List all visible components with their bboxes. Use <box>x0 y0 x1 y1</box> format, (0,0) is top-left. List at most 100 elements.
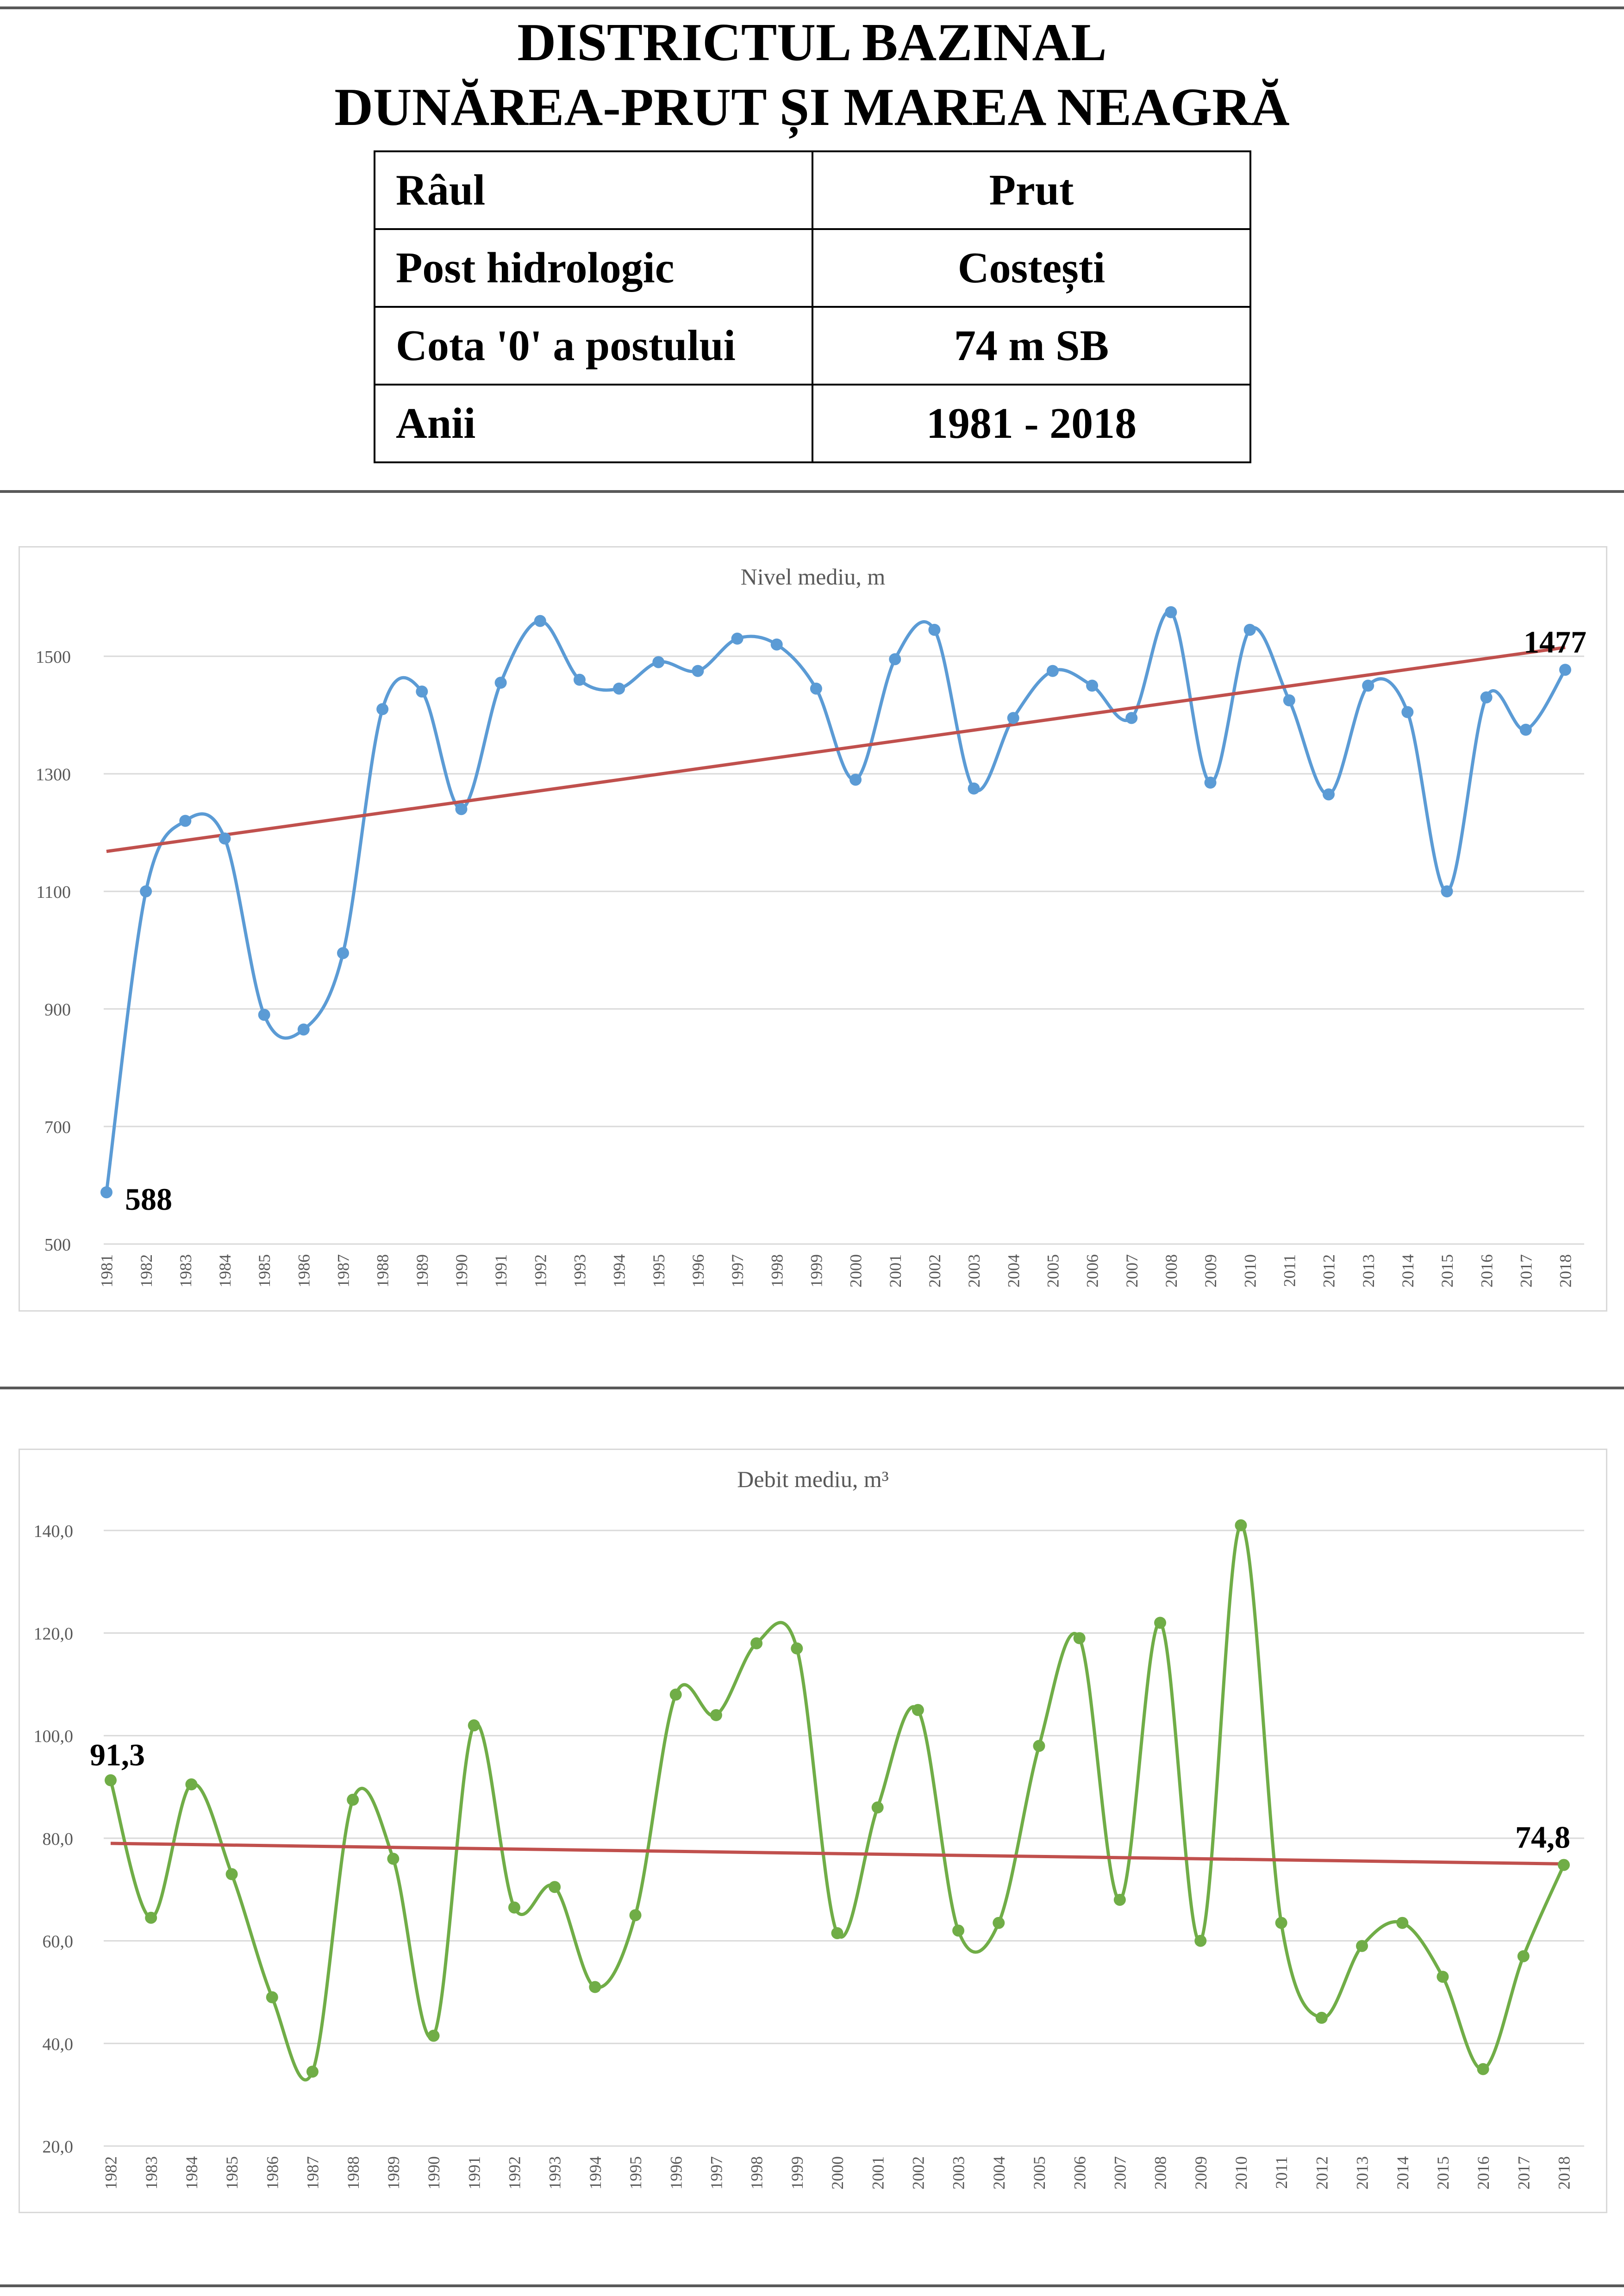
level-x-tick-label: 1998 <box>768 1254 786 1288</box>
level-y-tick-label: 1100 <box>36 883 71 902</box>
level-data-point-2015 <box>1441 885 1453 897</box>
discharge-x-tick-label: 2006 <box>1070 2156 1089 2190</box>
section-divider-2 <box>0 1387 1624 1389</box>
level-chart-title: Nivel mediu, m <box>741 564 886 590</box>
discharge-data-point-2018 <box>1558 1859 1570 1871</box>
level-data-point-1993 <box>573 673 586 686</box>
discharge-data-point-2016 <box>1477 2063 1489 2075</box>
level-x-tick-label: 1999 <box>807 1254 826 1288</box>
info-value-years: 1981 - 2018 <box>812 384 1251 463</box>
discharge-x-tick-label: 1986 <box>263 2156 281 2190</box>
level-data-point-1988 <box>376 703 389 716</box>
level-y-tick-label: 700 <box>44 1118 71 1137</box>
level-data-point-2011 <box>1283 694 1295 707</box>
level-x-tick-label: 2018 <box>1556 1254 1575 1288</box>
level-data-point-1994 <box>613 682 625 695</box>
discharge-data-point-2015 <box>1437 1971 1449 1983</box>
station-info-table: Râul Prut Post hidrologic Costești Cota … <box>374 150 1251 463</box>
level-x-tick-label: 2011 <box>1280 1254 1299 1287</box>
discharge-x-tick-label: 2001 <box>868 2156 887 2190</box>
level-data-point-2010 <box>1243 623 1256 636</box>
level-data-point-1989 <box>416 685 428 698</box>
level-x-tick-label: 1996 <box>689 1254 707 1288</box>
discharge-data-point-1985 <box>225 1868 238 1880</box>
discharge-data-point-1986 <box>266 1991 278 2004</box>
discharge-data-point-1988 <box>347 1793 359 1806</box>
level-data-point-2014 <box>1401 706 1414 718</box>
level-data-point-1983 <box>179 815 192 827</box>
level-x-tick-label: 1993 <box>571 1254 589 1288</box>
discharge-data-label: 91,3 <box>90 1737 145 1773</box>
bottom-border-line <box>0 2284 1624 2287</box>
level-data-point-2001 <box>889 653 901 666</box>
level-x-tick-label: 2006 <box>1083 1254 1102 1288</box>
discharge-x-tick-label: 1995 <box>626 2156 645 2190</box>
discharge-y-tick-label: 120,0 <box>34 1624 74 1644</box>
discharge-data-point-2013 <box>1356 1940 1368 1952</box>
table-row: Anii 1981 - 2018 <box>374 384 1251 463</box>
discharge-x-tick-label: 2013 <box>1353 2156 1372 2190</box>
discharge-data-point-2005 <box>1033 1740 1045 1752</box>
discharge-x-tick-label: 1987 <box>304 2156 322 2190</box>
level-data-point-2003 <box>968 782 980 795</box>
discharge-y-tick-label: 100,0 <box>34 1727 74 1746</box>
level-y-tick-label: 1300 <box>36 765 71 784</box>
level-data-point-2004 <box>1007 712 1019 724</box>
level-data-point-2008 <box>1165 606 1177 618</box>
discharge-x-tick-label: 2018 <box>1555 2156 1574 2190</box>
level-y-tick-label: 1500 <box>36 647 71 667</box>
level-data-point-2000 <box>849 773 862 786</box>
discharge-trendline <box>110 1842 1564 1866</box>
discharge-x-tick-label: 2008 <box>1151 2156 1170 2190</box>
water-level-chart: Nivel mediu, m 500 700 900 1100 1300 1500 1981 1… <box>36 564 1587 1288</box>
level-data-point-2009 <box>1204 777 1217 789</box>
level-series-line <box>105 610 1567 1193</box>
discharge-x-tick-label: 2007 <box>1111 2156 1129 2190</box>
page-title-line-1: DISTRICTUL BAZINAL <box>517 13 1107 72</box>
discharge-data-point-2006 <box>1073 1632 1086 1644</box>
discharge-x-tick-label: 1997 <box>707 2156 726 2190</box>
level-data-point-1999 <box>810 682 822 695</box>
discharge-x-tick-label: 1983 <box>142 2156 161 2190</box>
discharge-series-line <box>109 1524 1566 2082</box>
level-data-point-2002 <box>928 623 941 636</box>
discharge-data-point-2004 <box>993 1916 1005 1929</box>
level-data-point-1990 <box>455 803 468 815</box>
section-divider-1 <box>0 490 1624 493</box>
level-x-tick-label: 2005 <box>1043 1254 1062 1288</box>
level-x-tick-label: 2017 <box>1517 1254 1535 1288</box>
level-x-tick-label: 2000 <box>847 1254 865 1288</box>
discharge-data-point-1991 <box>468 1719 480 1732</box>
discharge-data-point-2008 <box>1154 1617 1167 1629</box>
level-data-point-1986 <box>297 1023 310 1036</box>
discharge-data-point-2014 <box>1396 1916 1409 1929</box>
level-data-point-1982 <box>140 885 152 897</box>
discharge-y-tick-label: 40,0 <box>43 2035 74 2054</box>
level-x-tick-label: 1997 <box>728 1254 747 1288</box>
discharge-data-point-1983 <box>145 1911 157 1924</box>
info-value-river: Prut <box>812 150 1251 230</box>
discharge-x-tick-label: 2012 <box>1312 2156 1331 2190</box>
discharge-data-point-1987 <box>306 2066 319 2078</box>
level-y-tick-label: 900 <box>44 1000 71 1020</box>
discharge-data-point-2001 <box>871 1801 884 1814</box>
level-x-tick-label: 2009 <box>1201 1254 1220 1288</box>
discharge-chart-title: Debit mediu, m³ <box>737 1466 888 1492</box>
level-data-label: 588 <box>125 1182 172 1217</box>
level-x-tick-label: 2012 <box>1320 1254 1338 1288</box>
discharge-x-tick-label: 1988 <box>344 2156 362 2190</box>
discharge-data-point-2007 <box>1113 1893 1126 1906</box>
discharge-data-point-2002 <box>912 1704 924 1716</box>
level-data-point-2017 <box>1519 723 1532 736</box>
level-x-tick-label: 1987 <box>334 1254 353 1288</box>
discharge-x-tick-label: 1993 <box>546 2156 564 2190</box>
level-data-point-1996 <box>692 665 704 677</box>
discharge-data-point-1984 <box>185 1778 198 1791</box>
discharge-x-tick-label: 2016 <box>1474 2156 1493 2190</box>
level-trendline <box>106 646 1566 853</box>
level-y-tick-label: 500 <box>44 1235 71 1255</box>
level-data-point-2012 <box>1323 788 1335 801</box>
discharge-x-tick-label: 1990 <box>425 2156 443 2190</box>
discharge-x-tick-label: 2015 <box>1434 2156 1452 2190</box>
discharge-data-point-1994 <box>589 1981 601 1993</box>
